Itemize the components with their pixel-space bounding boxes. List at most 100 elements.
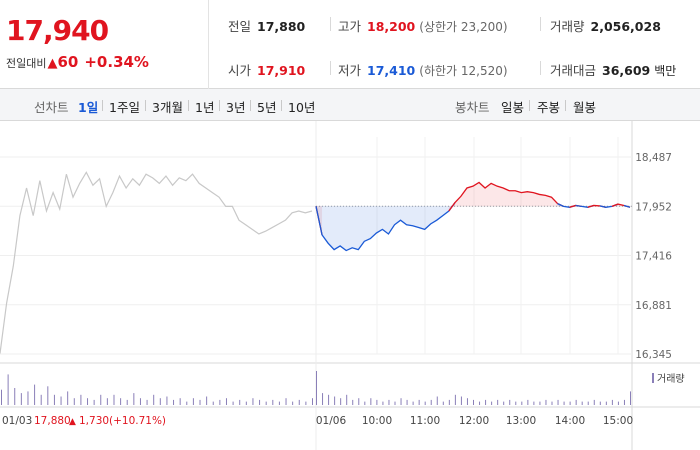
open-label: 시가 xyxy=(228,63,252,78)
volume-bar xyxy=(259,399,261,405)
volume-legend-label: 거래량 xyxy=(657,373,685,385)
range-1y[interactable]: 1년 xyxy=(195,100,215,115)
volume-bar xyxy=(460,396,462,405)
volume-bar xyxy=(479,401,481,405)
volume-bar xyxy=(106,398,108,405)
volume-bar xyxy=(599,401,601,405)
volume-bar xyxy=(497,399,499,405)
volume-bar xyxy=(575,399,577,405)
volume-bar xyxy=(73,398,75,405)
high-label: 고가 xyxy=(338,19,362,34)
range-1d[interactable]: 1일 xyxy=(78,100,99,115)
volume-label: 거래량 xyxy=(550,19,585,34)
y-tick-label: 17,952 xyxy=(635,201,672,213)
separator xyxy=(145,100,146,111)
volume-bar xyxy=(424,401,426,405)
range-1w[interactable]: 1주일 xyxy=(109,100,140,115)
volume-bar xyxy=(285,398,287,405)
volume-bar xyxy=(533,401,535,405)
volume-bar xyxy=(376,399,378,405)
chart-areas xyxy=(316,182,630,251)
divider xyxy=(330,17,331,31)
upper-limit: (상한가 23,200) xyxy=(419,20,508,34)
divider xyxy=(330,61,331,75)
candle-weekly[interactable]: 주봉 xyxy=(537,100,561,115)
volume-bar xyxy=(316,371,317,405)
volume-bar xyxy=(292,401,294,405)
volume-bar xyxy=(139,398,141,405)
low-stat: 저가 17,410 (하한가 12,520) xyxy=(338,60,508,79)
turnover-label: 거래대금 xyxy=(550,63,597,78)
open-value: 17,910 xyxy=(257,63,306,78)
volume-bar xyxy=(245,401,247,405)
volume-bar xyxy=(436,396,438,405)
volume-bar xyxy=(126,399,128,405)
prev-session-line xyxy=(0,171,313,354)
candle-chart-label: 봉차트 xyxy=(455,100,490,115)
volume-bar xyxy=(473,399,474,405)
range-5y[interactable]: 5년 xyxy=(257,100,277,115)
volume-bar xyxy=(412,401,414,405)
separator xyxy=(219,100,220,111)
candle-monthly[interactable]: 월봉 xyxy=(573,100,597,115)
volume-bar xyxy=(34,384,36,405)
volume-bar xyxy=(312,398,313,405)
volume-bar xyxy=(334,396,336,405)
volume-bar xyxy=(418,399,420,405)
volume-bar xyxy=(298,399,300,405)
range-3y[interactable]: 3년 xyxy=(226,100,246,115)
change-value: 60 xyxy=(57,53,79,71)
high-value: 18,200 xyxy=(367,19,416,34)
volume-bar xyxy=(388,399,390,405)
volume-bar xyxy=(20,393,22,405)
volume-value: 2,056,028 xyxy=(590,19,661,34)
change-row: 전일대비▲60 +0.34% xyxy=(6,53,149,71)
x-tick-label: 10:00 xyxy=(362,415,392,427)
volume-bar xyxy=(340,398,342,405)
y-tick-label: 18,487 xyxy=(635,152,672,164)
prev-close-label: 전일 xyxy=(228,19,252,34)
volume-bar xyxy=(521,401,523,405)
volume-bar xyxy=(47,386,49,405)
volume-bar xyxy=(53,394,55,405)
range-3m[interactable]: 3개월 xyxy=(152,100,183,115)
volume-bar xyxy=(382,401,384,405)
volume-bar xyxy=(503,401,505,405)
range-10y[interactable]: 10년 xyxy=(288,100,316,115)
volume-bar xyxy=(328,394,330,405)
volume-bar xyxy=(199,399,201,405)
volume-bar xyxy=(593,399,595,405)
separator xyxy=(188,100,189,111)
y-tick-label: 17,416 xyxy=(635,251,672,263)
volume-bar xyxy=(67,391,69,405)
volume-bars xyxy=(1,371,631,405)
volume-bar xyxy=(406,399,408,405)
volume-bar xyxy=(272,399,274,405)
up-area xyxy=(448,182,564,211)
volume-bar xyxy=(212,401,214,405)
volume-bar xyxy=(509,399,511,405)
volume-bar xyxy=(551,401,553,405)
low-label: 저가 xyxy=(338,63,362,78)
turnover-stat: 거래대금 36,609 백만 xyxy=(550,60,676,79)
turnover-unit: 백만 xyxy=(654,64,677,78)
volume-legend-swatch xyxy=(652,373,654,383)
volume-bar xyxy=(100,394,102,405)
volume-bar xyxy=(87,398,89,405)
volume-bar xyxy=(623,399,625,405)
volume-bar xyxy=(364,401,366,405)
current-price: 17,940 xyxy=(6,14,109,47)
volume-bar xyxy=(346,394,348,405)
volume-bar xyxy=(515,401,517,405)
volume-bar xyxy=(430,399,432,405)
candle-daily[interactable]: 일봉 xyxy=(501,100,525,115)
volume-bar xyxy=(239,399,241,405)
volume-bar xyxy=(611,399,613,405)
price-box: 17,940 전일대비▲60 +0.34% xyxy=(0,0,209,89)
low-value: 17,410 xyxy=(367,63,416,78)
price-chart-svg: 18,487 17,952 17,416 16,881 16,345 01/03 17,8… xyxy=(0,121,700,450)
separator xyxy=(250,100,251,111)
down-line xyxy=(623,204,631,208)
volume-bar xyxy=(545,399,547,405)
prev-session-change: 1,730 xyxy=(79,415,109,427)
